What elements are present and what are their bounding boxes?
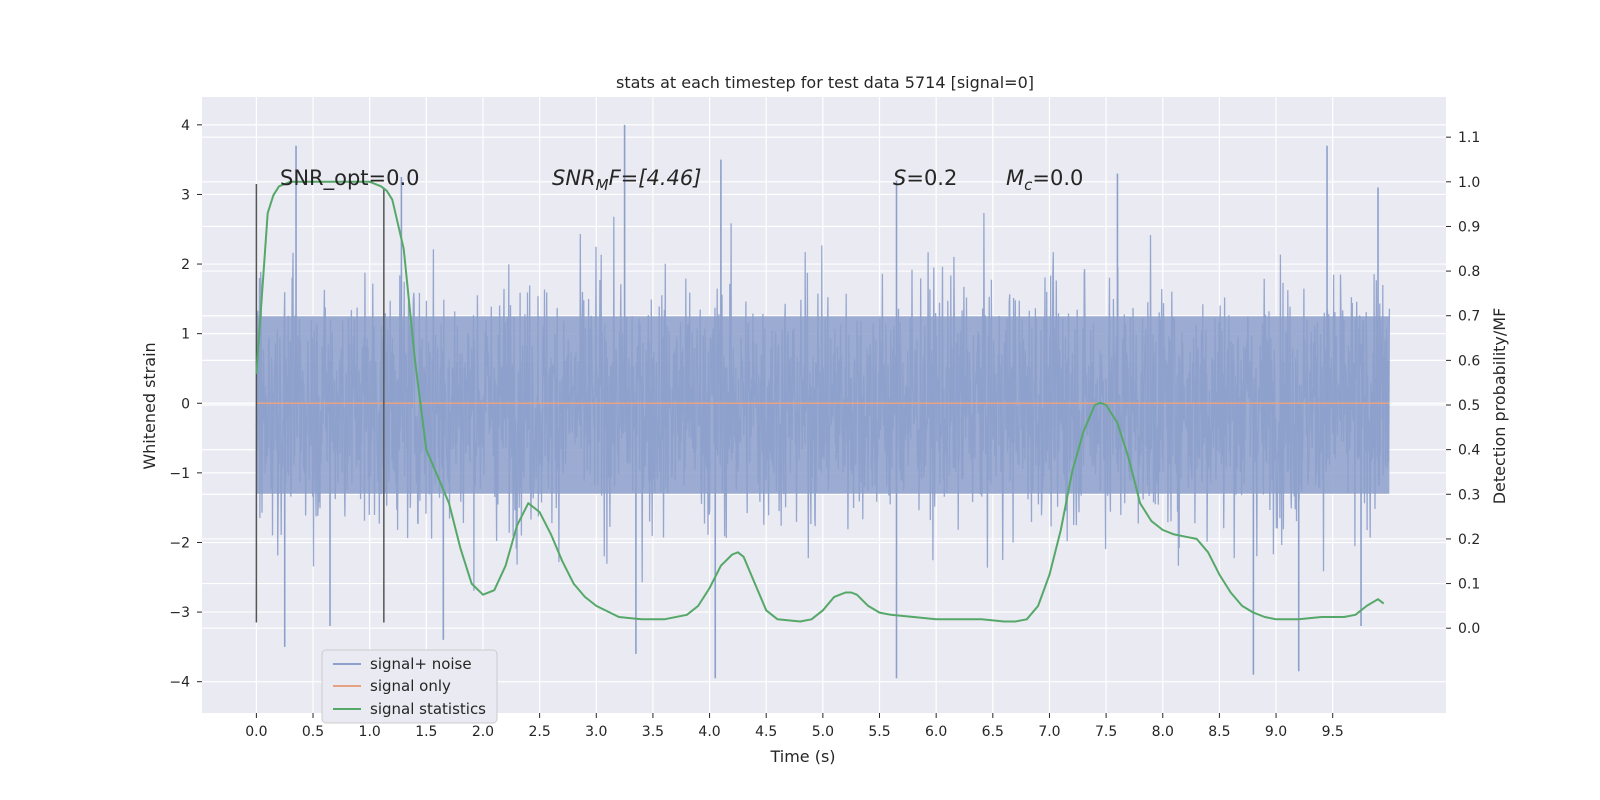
x-tick-label: 7.0 xyxy=(1038,724,1060,740)
y-tick-label: 4 xyxy=(181,118,190,134)
x-axis-label: Time (s) xyxy=(769,747,835,766)
x-tick-label: 8.5 xyxy=(1208,724,1230,740)
x-tick-label: 6.5 xyxy=(982,724,1004,740)
y2-tick-label: 0.1 xyxy=(1458,577,1480,593)
annotation-mc-value: =0.0 xyxy=(1032,166,1083,190)
x-tick-label: 1.5 xyxy=(415,724,437,740)
annotation-mc: Mc=0.0 xyxy=(1006,166,1083,194)
y-tick-label: −4 xyxy=(169,675,190,691)
x-tick-label: 0.0 xyxy=(245,724,267,740)
y-axis-label: Whitened strain xyxy=(140,342,159,469)
y2-tick-label: 1.1 xyxy=(1458,130,1480,146)
y2-tick-label: 0.5 xyxy=(1458,398,1480,414)
y2-tick-label: 0.9 xyxy=(1458,219,1480,235)
y2-tick-label: 0.8 xyxy=(1458,264,1480,280)
annotation-snr-mf: SNRMF=[4.46] xyxy=(552,166,701,194)
y-tick-label: 3 xyxy=(181,187,190,203)
legend-label-signal-statistics: signal statistics xyxy=(370,700,486,718)
series-signal-noise xyxy=(255,124,1391,679)
legend-label-signal-only: signal only xyxy=(370,677,451,695)
x-tick-label: 0.5 xyxy=(302,724,324,740)
y-tick-label: 2 xyxy=(181,257,190,273)
y-tick-label: 1 xyxy=(181,327,190,343)
annotation-s-value: =0.2 xyxy=(906,166,957,190)
y2-axis-label: Detection probability/MF xyxy=(1490,308,1509,505)
noise-band xyxy=(256,316,1390,494)
x-tick-label: 5.0 xyxy=(812,724,834,740)
y-tick-label: −2 xyxy=(169,535,190,551)
y-tick-label: −3 xyxy=(169,605,190,621)
x-tick-label: 7.5 xyxy=(1095,724,1117,740)
y2-tick-label: 0.0 xyxy=(1458,621,1480,637)
statistics-line xyxy=(255,180,1385,623)
y2-tick-label: 0.6 xyxy=(1458,353,1480,369)
y2-axis-ticks: 0.0 0.1 0.2 0.3 0.4 0.5 0.6 0.7 0.8 0.9 1.0 1.1 xyxy=(1446,130,1480,637)
y-tick-label: −1 xyxy=(169,466,190,482)
y-tick-label: 0 xyxy=(181,396,190,412)
y2-tick-label: 0.4 xyxy=(1458,443,1480,459)
x-tick-label: 3.5 xyxy=(642,724,664,740)
x-tick-label: 2.5 xyxy=(528,724,550,740)
annotation-snr-mf-rest: F=[4.46] xyxy=(609,166,702,190)
x-tick-label: 4.0 xyxy=(698,724,720,740)
x-tick-label: 5.5 xyxy=(868,724,890,740)
series-signal-statistics xyxy=(255,180,1385,623)
annotation-snr-mf-main: SNR xyxy=(552,166,596,190)
x-tick-label: 1.0 xyxy=(359,724,381,740)
x-tick-label: 2.0 xyxy=(472,724,494,740)
x-tick-label: 9.5 xyxy=(1322,724,1344,740)
annotation-snr-opt: SNR_opt=0.0 xyxy=(280,166,420,191)
y2-tick-label: 0.3 xyxy=(1458,487,1480,503)
annotation-s-symbol: S xyxy=(893,166,906,190)
x-tick-label: 6.0 xyxy=(925,724,947,740)
vertical-markers xyxy=(255,184,385,623)
annotation-s: S=0.2 xyxy=(893,166,957,190)
y2-tick-label: 1.0 xyxy=(1458,175,1480,191)
legend: signal+ noise signal only signal statist… xyxy=(321,649,498,724)
legend-box xyxy=(321,649,498,724)
legend-label-signal-noise: signal+ noise xyxy=(370,655,472,673)
x-axis-ticks: 0.0 0.5 1.0 1.5 2.0 2.5 3.0 3.5 4.0 4.5 5.0 5.5 6.0 6… xyxy=(245,713,1344,740)
chart-title: stats at each timestep for test data 571… xyxy=(616,73,1034,92)
y2-tick-label: 0.7 xyxy=(1458,309,1480,325)
y2-tick-label: 0.2 xyxy=(1458,532,1480,548)
annotation-snr-mf-sub: M xyxy=(596,176,609,194)
x-tick-label: 3.0 xyxy=(585,724,607,740)
x-tick-label: 8.0 xyxy=(1152,724,1174,740)
x-tick-label: 4.5 xyxy=(755,724,777,740)
y-axis-ticks: −4 −3 −2 −1 0 1 2 3 4 xyxy=(169,118,202,691)
annotation-mc-sub: c xyxy=(1024,176,1033,194)
annotation-mc-main: M xyxy=(1006,166,1024,190)
x-tick-label: 9.0 xyxy=(1265,724,1287,740)
